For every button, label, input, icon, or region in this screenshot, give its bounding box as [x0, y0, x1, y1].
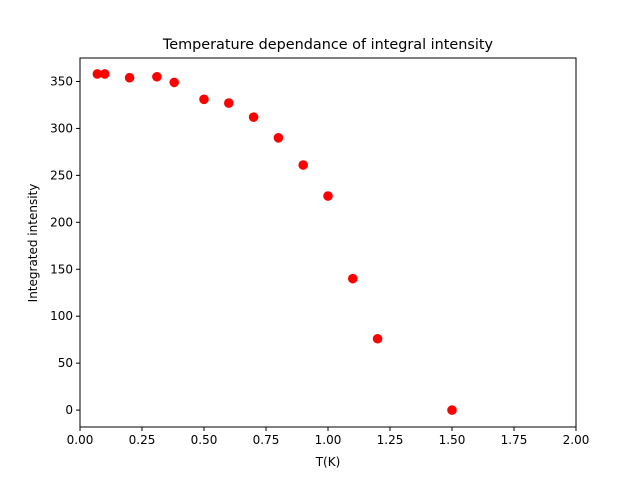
y-tick-label: 150	[50, 262, 73, 276]
data-point	[169, 77, 180, 88]
data-point	[224, 98, 234, 108]
x-tick-label: 2.00	[563, 433, 590, 447]
x-tick-label: 0.75	[253, 433, 280, 447]
data-point	[124, 72, 135, 83]
y-axis: 0 50 100 150 200 250 300 350	[50, 74, 80, 417]
x-axis-label: T(K)	[315, 455, 341, 469]
y-tick-label: 250	[50, 168, 73, 182]
x-axis: 0.00 0.25 0.50 0.75 1.00 1.25 1.50 1.75 2.00	[67, 427, 590, 447]
y-tick-label: 200	[50, 215, 73, 229]
data-point	[152, 71, 162, 82]
data-point	[323, 191, 333, 201]
x-tick-label: 1.75	[501, 433, 528, 447]
x-tick-label: 1.00	[315, 433, 342, 447]
x-tick-label: 1.50	[439, 433, 466, 447]
data-point	[100, 69, 110, 79]
data-point	[348, 273, 358, 284]
x-tick-label: 0.50	[191, 433, 218, 447]
y-tick-label: 350	[50, 74, 73, 88]
y-tick-label: 50	[58, 356, 73, 370]
y-axis-label: Integrated intensity	[26, 184, 40, 303]
data-point	[92, 69, 103, 79]
x-tick-label: 0.00	[67, 433, 94, 447]
x-tick-label: 1.25	[377, 433, 404, 447]
y-tick-label: 300	[50, 121, 73, 135]
data-point	[248, 112, 259, 122]
data-point	[298, 160, 309, 170]
data-point	[447, 405, 457, 415]
x-tick-label: 0.25	[129, 433, 156, 447]
data-point	[199, 94, 209, 105]
y-tick-label: 100	[50, 309, 73, 323]
y-tick-label: 0	[65, 403, 73, 417]
chart-title: Temperature dependance of integral inten…	[162, 37, 494, 53]
data-points	[92, 69, 457, 415]
data-point	[372, 333, 383, 344]
data-point	[273, 133, 284, 143]
